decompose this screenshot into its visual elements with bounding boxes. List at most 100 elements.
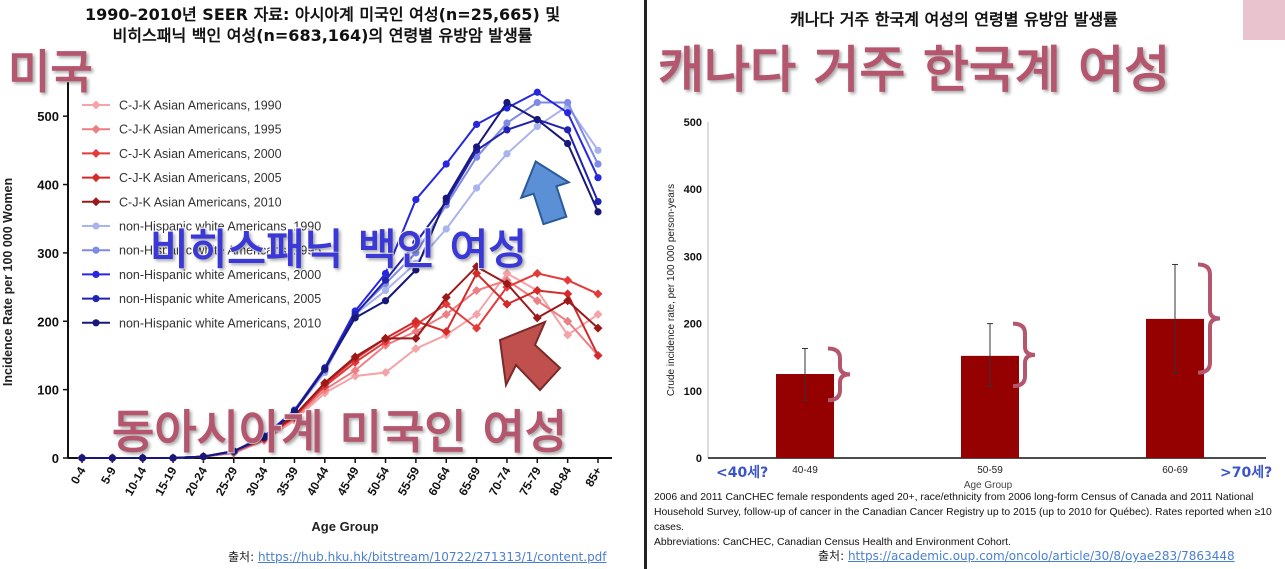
bar-x-tick-label: 40-49	[792, 465, 818, 476]
data-point	[441, 292, 451, 302]
data-point	[563, 296, 573, 306]
legend-marker	[91, 148, 101, 158]
line-x-tick-label: 60-64	[425, 464, 453, 498]
legend-entry: C-J-K Asian Americans, 2000	[82, 147, 282, 161]
right-source-prefix: 출처:	[818, 549, 848, 563]
data-point	[350, 371, 360, 381]
line-x-tick-label: 85+	[582, 465, 604, 490]
data-point	[139, 454, 147, 462]
data-point	[563, 275, 573, 285]
line-y-tick-label: 200	[37, 314, 59, 329]
data-point	[441, 327, 451, 337]
legend-marker	[92, 270, 100, 278]
data-point	[532, 286, 542, 296]
data-point	[412, 195, 420, 204]
brace-icon	[1012, 321, 1036, 389]
left-panel: 1990–2010년 SEER 자료: 아시아계 미국인 여성(n=25,665…	[1, 5, 612, 565]
legend-marker	[91, 100, 101, 110]
age-under-40-label: <40세?	[716, 465, 769, 481]
right-source-link[interactable]: https://academic.oup.com/oncolo/article/…	[847, 549, 1235, 563]
data-point	[260, 433, 268, 442]
bar-chart: 0 100 200 300 400 500 40-49 50-59 60-69 Age Gro…	[666, 117, 1266, 490]
data-point	[532, 313, 542, 323]
legend-label: C-J-K Asian Americans, 2000	[119, 147, 282, 161]
data-point	[321, 365, 329, 373]
data-point	[593, 289, 603, 299]
data-point	[593, 350, 603, 360]
red-arrow-icon	[498, 320, 562, 392]
data-point	[503, 126, 511, 134]
right-chart-title: 캐나다 거주 한국계 여성의 연령별 유방암 발생률	[790, 10, 1118, 29]
data-point	[472, 309, 482, 319]
legend-entry: non-Hispanic white Americans, 1995	[82, 244, 321, 258]
label-asian-women: 동아시아계 미국인 여성	[111, 404, 568, 460]
data-point	[411, 316, 421, 326]
legend-entry: non-Hispanic white Americans, 2005	[82, 292, 321, 306]
data-point	[472, 262, 482, 272]
brace-icon	[1197, 262, 1221, 375]
legend-label: non-Hispanic white Americans, 1990	[119, 220, 321, 234]
data-point	[442, 160, 450, 168]
data-point	[412, 239, 420, 247]
data-point	[381, 286, 390, 295]
legend-label: non-Hispanic white Americans, 2010	[119, 316, 321, 330]
line-x-axis-title: Age Group	[311, 519, 378, 534]
bar-y-tick-label: 200	[684, 319, 702, 331]
label-usa: 미국	[7, 44, 94, 100]
data-point	[532, 296, 542, 306]
bar-y-tick-label: 100	[684, 386, 702, 398]
legend-marker	[92, 295, 100, 303]
right-source: 출처: https://academic.oup.com/oncolo/arti…	[818, 547, 1235, 564]
line-x-tick-label: 20-24	[183, 464, 211, 498]
data-point	[594, 198, 602, 206]
legend-marker	[91, 124, 101, 134]
line-x-tick-label: 40-44	[304, 464, 332, 498]
label-korean-canadian: 캐나다 거주 한국계 여성	[657, 40, 1171, 100]
legend-entry: C-J-K Asian Americans, 2010	[82, 195, 282, 209]
data-point	[108, 454, 116, 462]
line-x-tick-label: 25-29	[213, 464, 241, 498]
line-x-tick-label: 50-54	[365, 464, 393, 498]
legend-entry: non-Hispanic white Americans, 1990	[82, 220, 321, 234]
line-y-axis-title: Incidence Rate per 100 000 Women	[1, 178, 15, 386]
data-point	[411, 333, 421, 343]
data-point	[564, 139, 572, 148]
line-x-tick-label: 0-4	[68, 464, 89, 486]
data-point	[593, 309, 603, 319]
data-point	[503, 98, 511, 107]
line-x-tick-label: 10-14	[122, 464, 150, 498]
age-over-70-label: >70세?	[1220, 465, 1273, 481]
legend-label: non-Hispanic white Americans, 2005	[119, 292, 321, 306]
label-white-women: 비히스패닉 백인 여성	[149, 224, 528, 275]
data-point	[381, 368, 391, 378]
data-point	[502, 268, 512, 278]
legend-entry: C-J-K Asian Americans, 1990	[82, 99, 282, 113]
data-point	[320, 378, 330, 388]
left-source-link[interactable]: https://hub.hku.hk/bitstream/10722/27131…	[257, 550, 607, 564]
data-point	[350, 352, 360, 362]
data-point	[472, 120, 481, 128]
data-point	[441, 309, 451, 319]
data-point	[472, 153, 481, 161]
data-point	[78, 454, 86, 462]
legend-entry: C-J-K Asian Americans, 2005	[82, 171, 282, 185]
bar-y-tick-label: 400	[684, 184, 702, 196]
data-point	[593, 323, 603, 333]
legend-label: non-Hispanic white Americans, 1995	[119, 244, 321, 258]
data-point	[472, 184, 481, 192]
data-point	[594, 146, 602, 154]
bar-x-tick-label: 50-59	[977, 465, 1003, 476]
data-point	[442, 194, 450, 202]
data-point	[412, 249, 420, 257]
left-source: 출처: https://hub.hku.hk/bitstream/10722/2…	[228, 548, 607, 565]
line-x-tick-label: 70-74	[486, 464, 514, 498]
left-source-prefix: 출처:	[228, 550, 258, 564]
line-x-tick-label: 45-49	[334, 464, 362, 498]
panel-divider	[644, 0, 647, 569]
line-x-tick-label: 15-19	[152, 464, 180, 498]
line-y-tick-label: 0	[52, 451, 59, 466]
data-point	[412, 266, 420, 274]
data-point	[563, 330, 573, 340]
line-x-tick-label: 80-84	[547, 464, 575, 498]
data-point	[381, 297, 390, 305]
